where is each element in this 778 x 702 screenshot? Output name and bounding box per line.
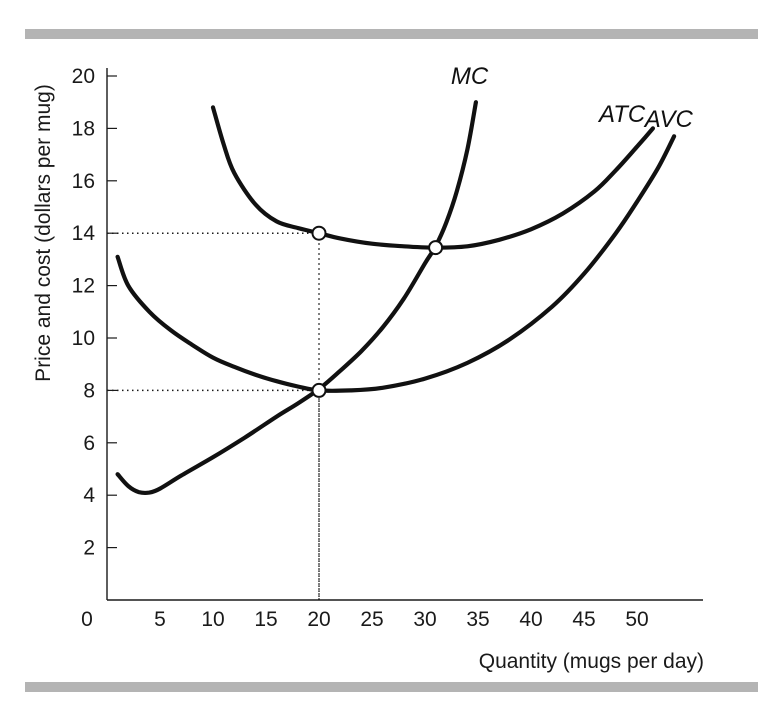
y-tick-label-8: 8 bbox=[83, 379, 95, 402]
x-tick-label-5: 5 bbox=[154, 608, 166, 631]
curve-labels: MC ATC AVC bbox=[451, 63, 694, 133]
y-axis-ticks: 2 4 6 8 10 12 14 16 18 20 bbox=[72, 65, 117, 560]
x-tick-label-35: 35 bbox=[466, 608, 489, 631]
y-tick-label-16: 16 bbox=[72, 170, 95, 193]
bottom-border-band bbox=[25, 682, 758, 692]
y-tick-label-10: 10 bbox=[72, 327, 95, 350]
x-tick-label-45: 45 bbox=[572, 608, 595, 631]
guide-lines bbox=[107, 232, 320, 600]
y-tick-label-2: 2 bbox=[83, 537, 95, 560]
marked-points bbox=[311, 225, 444, 398]
marker-point-20-14 bbox=[311, 225, 327, 241]
x-tick-label-10: 10 bbox=[201, 608, 224, 631]
x-tick-label-50: 50 bbox=[625, 608, 648, 631]
mc-label: MC bbox=[451, 63, 489, 90]
x-tick-label-30: 30 bbox=[413, 608, 436, 631]
avc-label: AVC bbox=[643, 106, 694, 133]
mc-curve bbox=[115, 100, 478, 496]
atc-label: ATC bbox=[597, 101, 646, 128]
x-tick-label-20: 20 bbox=[307, 608, 330, 631]
x-tick-label-25: 25 bbox=[360, 608, 383, 631]
x-axis-title: Quantity (mugs per day) bbox=[479, 650, 704, 673]
y-tick-label-14: 14 bbox=[72, 222, 96, 245]
cost-curves bbox=[115, 100, 677, 496]
y-tick-label-6: 6 bbox=[83, 432, 95, 455]
marker-point-31-13-45 bbox=[428, 240, 444, 256]
atc-curve bbox=[210, 105, 655, 250]
x-tick-label-40: 40 bbox=[519, 608, 542, 631]
marker-point-20-8 bbox=[311, 382, 327, 398]
axes bbox=[106, 68, 703, 601]
origin-label: 0 bbox=[81, 608, 93, 631]
x-axis-ticks: 5 10 15 20 25 30 35 40 45 50 bbox=[154, 608, 649, 631]
y-tick-label-4: 4 bbox=[83, 484, 95, 507]
y-axis-title: Price and cost (dollars per mug) bbox=[32, 84, 55, 382]
avc-curve bbox=[115, 134, 677, 393]
top-border-band bbox=[25, 29, 758, 39]
y-tick-label-12: 12 bbox=[72, 275, 95, 298]
x-tick-label-15: 15 bbox=[254, 608, 277, 631]
y-tick-label-18: 18 bbox=[72, 117, 95, 140]
y-tick-label-20: 20 bbox=[72, 65, 95, 88]
